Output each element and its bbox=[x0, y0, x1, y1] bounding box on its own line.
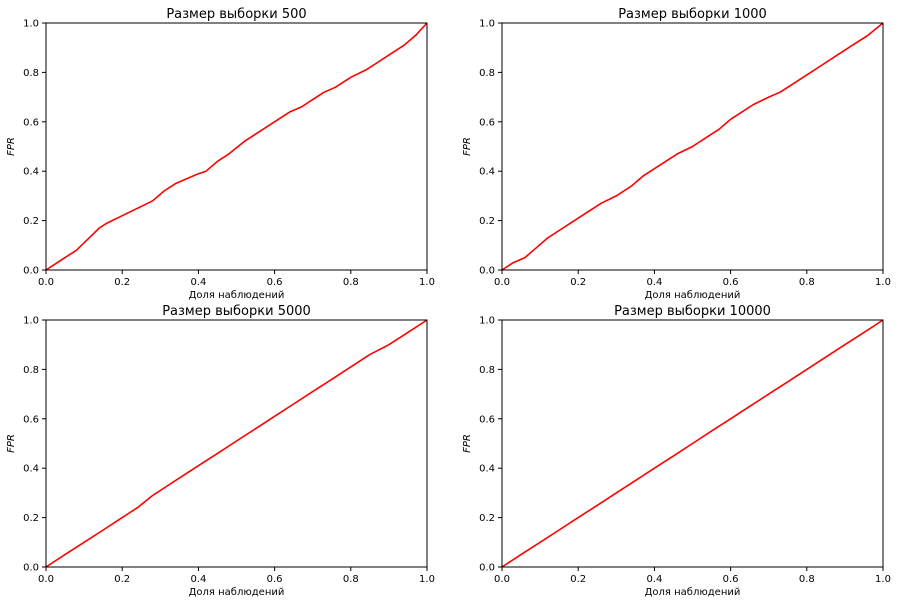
y-tick-label: 1.0 bbox=[479, 19, 495, 30]
chart-title: Размер выборки 500 bbox=[166, 7, 306, 22]
chart-panel-4: Размер выборки 10000 0.0 0.2 0.4 0.6 0.8 1.0 0.… bbox=[462, 304, 891, 598]
y-tick-label: 1.0 bbox=[23, 19, 39, 30]
y-tick-label: 0.2 bbox=[23, 216, 39, 227]
y-tick-label: 0.4 bbox=[479, 464, 495, 475]
x-tick-label: 0.8 bbox=[799, 277, 815, 288]
x-tick-label: 0.2 bbox=[570, 277, 586, 288]
x-axis-label: Доля наблюдений bbox=[645, 290, 741, 301]
x-tick-label: 0.8 bbox=[343, 277, 359, 288]
chart-panel-3: Размер выборки 5000 0.0 0.2 0.4 0.6 0.8 1.0 0.0… bbox=[6, 304, 435, 598]
chart-title: Размер выборки 1000 bbox=[618, 7, 767, 22]
axes-frame bbox=[501, 319, 884, 568]
x-tick-label: 0.8 bbox=[799, 574, 815, 585]
y-tick-label: 0.8 bbox=[479, 68, 495, 79]
series-line-fpr bbox=[45, 22, 428, 271]
y-axis-label: FPR bbox=[462, 434, 473, 453]
y-tick-label: 0.8 bbox=[479, 365, 495, 376]
y-tick-label: 0.0 bbox=[23, 266, 39, 277]
y-tick-label: 0.6 bbox=[479, 414, 495, 425]
x-tick-label: 0.6 bbox=[267, 277, 283, 288]
axes-frame bbox=[501, 22, 884, 271]
x-tick-label: 0.2 bbox=[114, 574, 130, 585]
y-tick-label: 0.2 bbox=[23, 513, 39, 524]
y-tick-label: 0.2 bbox=[479, 513, 495, 524]
x-tick-label: 0.0 bbox=[38, 277, 54, 288]
chart-panel-2: Размер выборки 1000 0.0 0.2 0.4 0.6 0.8 1.0 0.0… bbox=[462, 7, 891, 301]
chart-title: Размер выборки 5000 bbox=[162, 304, 311, 319]
x-tick-label: 0.4 bbox=[646, 574, 662, 585]
chart-title: Размер выборки 10000 bbox=[614, 304, 771, 319]
x-axis-label: Доля наблюдений bbox=[189, 290, 285, 301]
y-tick-label: 0.2 bbox=[479, 216, 495, 227]
y-tick-label: 0.6 bbox=[23, 117, 39, 128]
x-tick-label: 0.4 bbox=[646, 277, 662, 288]
x-tick-label: 1.0 bbox=[875, 277, 891, 288]
y-tick-label: 1.0 bbox=[479, 316, 495, 327]
y-axis-label: FPR bbox=[6, 434, 17, 453]
axes-frame bbox=[45, 22, 428, 271]
x-axis-label: Доля наблюдений bbox=[645, 587, 741, 598]
y-axis-label: FPR bbox=[462, 137, 473, 156]
y-tick-label: 0.6 bbox=[479, 117, 495, 128]
y-axis-label: FPR bbox=[6, 137, 17, 156]
y-tick-label: 1.0 bbox=[23, 316, 39, 327]
x-tick-label: 0.0 bbox=[38, 574, 54, 585]
x-tick-label: 0.4 bbox=[190, 277, 206, 288]
y-tick-label: 0.0 bbox=[479, 266, 495, 277]
x-axis-label: Доля наблюдений bbox=[189, 587, 285, 598]
x-tick-label: 1.0 bbox=[875, 574, 891, 585]
x-tick-label: 0.2 bbox=[570, 574, 586, 585]
chart-panel-1: Размер выборки 500 0.0 0.2 0.4 0.6 0.8 1.0 0.0 0… bbox=[6, 7, 435, 301]
y-tick-label: 0.6 bbox=[23, 414, 39, 425]
x-tick-label: 0.0 bbox=[494, 277, 510, 288]
x-tick-label: 0.6 bbox=[723, 277, 739, 288]
y-tick-label: 0.4 bbox=[479, 167, 495, 178]
y-tick-label: 0.0 bbox=[479, 563, 495, 574]
y-tick-label: 0.4 bbox=[23, 167, 39, 178]
y-tick-label: 0.4 bbox=[23, 464, 39, 475]
series-line-fpr bbox=[45, 319, 428, 568]
x-tick-label: 0.8 bbox=[343, 574, 359, 585]
x-tick-label: 0.6 bbox=[723, 574, 739, 585]
x-tick-label: 0.6 bbox=[267, 574, 283, 585]
y-tick-label: 0.0 bbox=[23, 563, 39, 574]
series-line-fpr bbox=[501, 319, 884, 568]
series-line-fpr bbox=[501, 22, 884, 271]
x-tick-label: 0.0 bbox=[494, 574, 510, 585]
x-tick-label: 1.0 bbox=[419, 574, 435, 585]
x-tick-label: 0.2 bbox=[114, 277, 130, 288]
y-tick-label: 0.8 bbox=[23, 68, 39, 79]
axes-frame bbox=[45, 319, 428, 568]
x-tick-label: 0.4 bbox=[190, 574, 206, 585]
x-tick-label: 1.0 bbox=[419, 277, 435, 288]
y-tick-label: 0.8 bbox=[23, 365, 39, 376]
